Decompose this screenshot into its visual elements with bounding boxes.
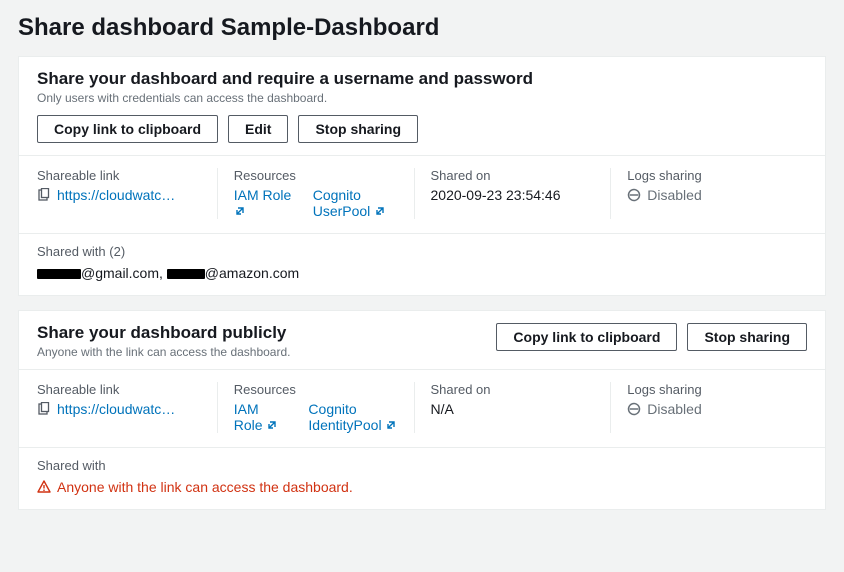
- credentialed-subtitle: Only users with credentials can access t…: [37, 91, 533, 105]
- shared-with-label: Shared with (2): [37, 244, 807, 259]
- edit-button[interactable]: Edit: [228, 115, 288, 143]
- resources-label: Resources: [234, 168, 414, 183]
- shareable-link[interactable]: https://cloudwatc…: [57, 401, 175, 417]
- shared-on-label: Shared on: [431, 168, 611, 183]
- shared-on-value: 2020-09-23 23:54:46: [431, 187, 611, 203]
- credentialed-title: Share your dashboard and require a usern…: [37, 69, 533, 89]
- public-share-panel: Share your dashboard publicly Anyone wit…: [18, 310, 826, 510]
- shared-on-value: N/A: [431, 401, 611, 417]
- disabled-icon: [627, 402, 641, 416]
- copy-icon[interactable]: [37, 188, 51, 202]
- external-link-icon: [374, 205, 386, 217]
- stop-sharing-button[interactable]: Stop sharing: [298, 115, 418, 143]
- resources-label: Resources: [234, 382, 414, 397]
- external-link-icon: [266, 419, 278, 431]
- public-subtitle: Anyone with the link can access the dash…: [37, 345, 291, 359]
- copy-link-button[interactable]: Copy link to clipboard: [496, 323, 677, 351]
- shared-with-emails: @gmail.com, @amazon.com: [37, 265, 807, 281]
- page-title: Share dashboard Sample-Dashboard: [18, 14, 826, 42]
- stop-sharing-button[interactable]: Stop sharing: [687, 323, 807, 351]
- logs-sharing-value: Disabled: [647, 401, 701, 417]
- public-warning-text: Anyone with the link can access the dash…: [57, 479, 353, 495]
- logs-sharing-label: Logs sharing: [627, 168, 807, 183]
- cognito-identitypool-link[interactable]: Cognito IdentityPool: [308, 401, 413, 433]
- logs-sharing-value: Disabled: [647, 187, 701, 203]
- logs-sharing-label: Logs sharing: [627, 382, 807, 397]
- cognito-userpool-link[interactable]: Cognito UserPool: [313, 187, 414, 219]
- public-title: Share your dashboard publicly: [37, 323, 291, 343]
- shareable-link-label: Shareable link: [37, 168, 217, 183]
- external-link-icon: [234, 205, 246, 217]
- copy-icon[interactable]: [37, 402, 51, 416]
- iam-role-link[interactable]: IAM Role: [234, 401, 289, 433]
- credentialed-share-panel: Share your dashboard and require a usern…: [18, 56, 826, 296]
- shared-on-label: Shared on: [431, 382, 611, 397]
- warning-icon: [37, 480, 51, 494]
- disabled-icon: [627, 188, 641, 202]
- external-link-icon: [385, 419, 397, 431]
- shareable-link-label: Shareable link: [37, 382, 217, 397]
- shared-with-label: Shared with: [37, 458, 807, 473]
- copy-link-button[interactable]: Copy link to clipboard: [37, 115, 218, 143]
- shareable-link[interactable]: https://cloudwatc…: [57, 187, 175, 203]
- iam-role-link[interactable]: IAM Role: [234, 187, 293, 219]
